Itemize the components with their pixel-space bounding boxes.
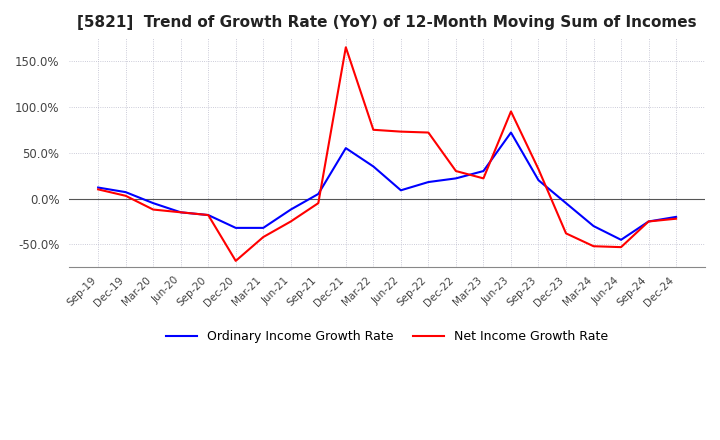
Line: Net Income Growth Rate: Net Income Growth Rate — [98, 47, 676, 261]
Net Income Growth Rate — [562, 231, 570, 236]
Ordinary Income Growth Rate — [617, 237, 626, 242]
Ordinary Income Growth Rate — [287, 207, 295, 212]
Ordinary Income Growth Rate — [369, 164, 378, 169]
Ordinary Income Growth Rate — [94, 185, 102, 190]
Ordinary Income Growth Rate — [534, 178, 543, 183]
Net Income Growth Rate — [314, 201, 323, 206]
Net Income Growth Rate — [589, 244, 598, 249]
Ordinary Income Growth Rate — [479, 169, 487, 174]
Ordinary Income Growth Rate — [122, 190, 130, 195]
Ordinary Income Growth Rate — [149, 201, 158, 206]
Ordinary Income Growth Rate — [314, 191, 323, 197]
Ordinary Income Growth Rate — [672, 214, 680, 220]
Line: Ordinary Income Growth Rate: Ordinary Income Growth Rate — [98, 132, 676, 240]
Ordinary Income Growth Rate — [397, 187, 405, 193]
Net Income Growth Rate — [617, 245, 626, 250]
Ordinary Income Growth Rate — [507, 130, 516, 135]
Ordinary Income Growth Rate — [644, 219, 653, 224]
Net Income Growth Rate — [451, 169, 460, 174]
Title: [5821]  Trend of Growth Rate (YoY) of 12-Month Moving Sum of Incomes: [5821] Trend of Growth Rate (YoY) of 12-… — [77, 15, 697, 30]
Ordinary Income Growth Rate — [204, 213, 212, 218]
Net Income Growth Rate — [176, 209, 185, 215]
Ordinary Income Growth Rate — [176, 209, 185, 215]
Net Income Growth Rate — [204, 213, 212, 218]
Ordinary Income Growth Rate — [259, 225, 268, 231]
Net Income Growth Rate — [122, 193, 130, 198]
Ordinary Income Growth Rate — [451, 176, 460, 181]
Net Income Growth Rate — [672, 216, 680, 221]
Net Income Growth Rate — [424, 130, 433, 135]
Net Income Growth Rate — [534, 167, 543, 172]
Ordinary Income Growth Rate — [589, 224, 598, 229]
Ordinary Income Growth Rate — [341, 146, 350, 151]
Net Income Growth Rate — [479, 176, 487, 181]
Net Income Growth Rate — [94, 187, 102, 192]
Net Income Growth Rate — [149, 207, 158, 212]
Net Income Growth Rate — [259, 235, 268, 240]
Ordinary Income Growth Rate — [231, 225, 240, 231]
Ordinary Income Growth Rate — [562, 201, 570, 206]
Net Income Growth Rate — [341, 44, 350, 50]
Net Income Growth Rate — [287, 219, 295, 224]
Net Income Growth Rate — [397, 129, 405, 134]
Net Income Growth Rate — [644, 219, 653, 224]
Ordinary Income Growth Rate — [424, 180, 433, 185]
Net Income Growth Rate — [507, 109, 516, 114]
Net Income Growth Rate — [231, 258, 240, 264]
Net Income Growth Rate — [369, 127, 378, 132]
Legend: Ordinary Income Growth Rate, Net Income Growth Rate: Ordinary Income Growth Rate, Net Income … — [161, 325, 613, 348]
